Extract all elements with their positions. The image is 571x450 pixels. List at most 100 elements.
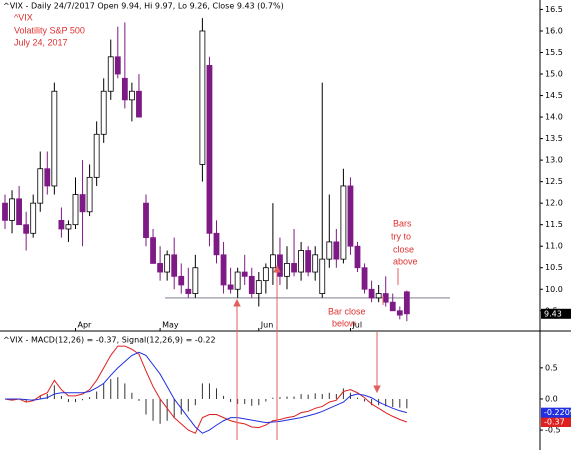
candle-body (2, 202, 8, 221)
x-tick-label: Apr (78, 321, 93, 330)
y-tick-label: 13.5 (545, 134, 563, 143)
last-value-box (541, 407, 571, 418)
candle-body (333, 241, 340, 260)
candle-body (65, 224, 72, 230)
annotation: below (332, 318, 356, 328)
candle-body (128, 90, 135, 101)
candle-body (248, 275, 255, 294)
candle-body (389, 301, 396, 312)
candle-body (93, 133, 100, 178)
chart-title: ^VIX - Daily 24/7/2017 Open 9.94, Hi 9.9… (3, 2, 284, 11)
x-tick-label: May (162, 321, 179, 330)
candle-body (298, 250, 305, 273)
annotation: Volatility S&P 500 (14, 25, 85, 35)
candle-body (305, 250, 312, 273)
candle-body (107, 56, 114, 92)
candle-body (178, 275, 185, 286)
arrow-head (273, 264, 281, 273)
candle-body (354, 245, 361, 269)
candle-body (37, 168, 44, 204)
candle-body (396, 310, 403, 316)
candle-body (213, 232, 220, 256)
y-tick-label: 11.0 (545, 242, 563, 251)
candle-body (220, 254, 227, 286)
y-tick-label: 0.0 (545, 394, 558, 403)
candle-body (86, 176, 93, 213)
candle-body (192, 267, 199, 294)
candle-body (326, 241, 333, 260)
candle-body (185, 288, 192, 294)
candle-body (277, 254, 283, 277)
candle-body (382, 293, 389, 303)
y-tick-label: -0.5 (545, 426, 561, 435)
last-value-label: 9.43 (544, 309, 562, 318)
candle-body (23, 224, 30, 234)
macd-line (4, 345, 408, 434)
candle-body (150, 237, 156, 264)
last-value-box (541, 416, 571, 427)
candle-body (114, 56, 121, 75)
candle-body (284, 263, 290, 277)
candle-body (368, 288, 375, 299)
annotation: close (393, 244, 414, 254)
candle-body (199, 30, 206, 165)
candle-body (44, 168, 51, 187)
candle-body (375, 293, 382, 299)
candle-body (291, 263, 297, 273)
y-tick-label: 11.5 (545, 220, 563, 229)
x-tick-label: Jul (351, 321, 362, 330)
candle-body (16, 198, 23, 226)
candle-body (164, 254, 171, 273)
arrow-head (233, 298, 241, 307)
last-value-box (541, 308, 571, 319)
candle-body (227, 284, 234, 290)
candle-body (262, 267, 269, 282)
annotation: try to (391, 231, 411, 241)
candle-body (136, 90, 142, 118)
candle-body (269, 254, 276, 269)
macd-title: ^VIX - MACD(12,26) = -0.37, Signal(12,26… (3, 336, 216, 345)
candle-body (255, 280, 262, 294)
candle-body (171, 254, 178, 277)
y-tick-label: 12.0 (545, 199, 563, 208)
annotation: above (393, 256, 418, 266)
candle-body (206, 65, 213, 234)
y-tick-label: 14.5 (545, 91, 563, 100)
candle-body (347, 185, 354, 247)
y-tick-label: 10.5 (545, 263, 563, 272)
y-tick-label: 15.0 (545, 70, 563, 79)
candle-body (241, 271, 248, 277)
annotation: ^VIX (14, 12, 33, 22)
candle-body (403, 291, 410, 315)
arrow-head (373, 385, 381, 394)
candle-body (121, 77, 128, 101)
y-tick-label: 16.0 (545, 26, 563, 35)
candle-body (79, 194, 86, 213)
annotation: Bar close (328, 306, 366, 316)
candle-body (100, 90, 107, 135)
last-value-label: -0.37 (544, 417, 565, 426)
y-tick-label: 14.0 (545, 113, 563, 122)
y-tick-label: 12.5 (545, 177, 563, 186)
y-tick-label: 0.5 (545, 363, 558, 372)
candle-body (72, 194, 79, 226)
y-tick-label: 16.5 (545, 5, 563, 14)
candle-body (361, 267, 368, 290)
candle-body (319, 258, 326, 294)
annotation: July 24, 2017 (14, 37, 68, 47)
candle-body (234, 271, 241, 290)
candle-body (157, 263, 164, 273)
candle-body (9, 198, 15, 221)
annotation: Bars (393, 218, 412, 228)
macd-line (5, 351, 407, 434)
candle-body (143, 202, 149, 239)
candle-body (30, 202, 37, 234)
x-tick-label: Jun (260, 321, 274, 330)
candle-body (58, 219, 65, 230)
candle-body (51, 90, 58, 187)
candle-body (340, 185, 347, 260)
y-tick-label: 10.0 (545, 285, 563, 294)
candle-body (312, 254, 319, 273)
